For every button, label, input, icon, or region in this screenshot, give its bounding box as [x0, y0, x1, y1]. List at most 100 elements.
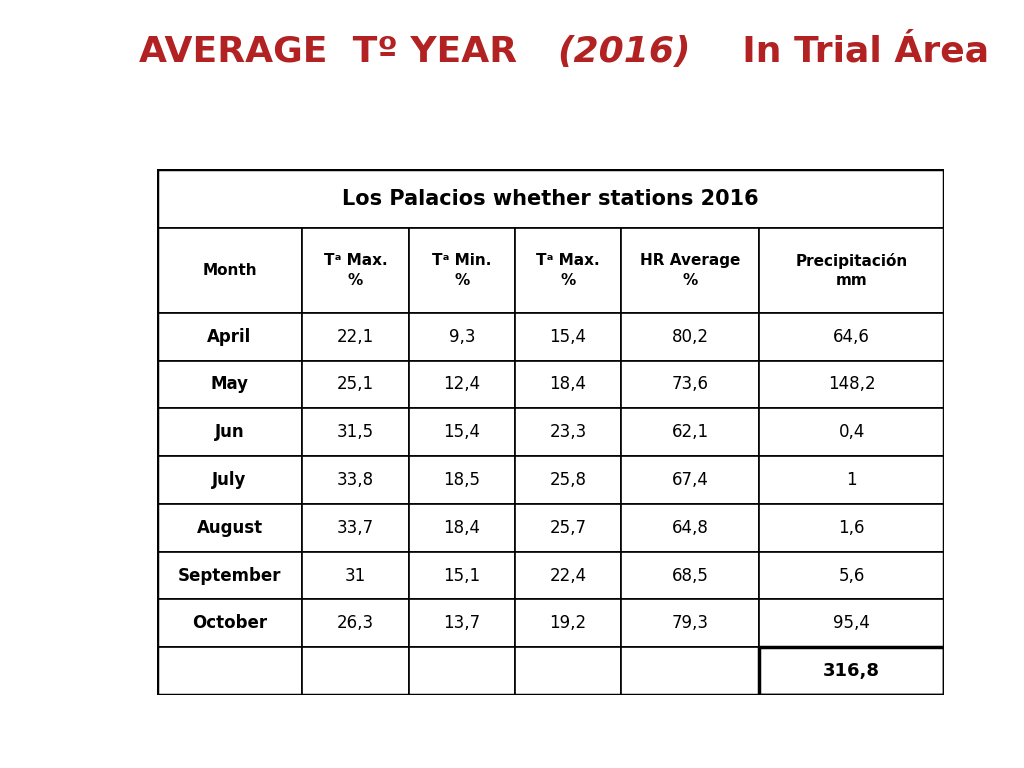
FancyBboxPatch shape [409, 409, 515, 456]
FancyBboxPatch shape [409, 504, 515, 551]
FancyBboxPatch shape [302, 313, 409, 361]
Text: 25,1: 25,1 [337, 376, 374, 393]
FancyBboxPatch shape [759, 504, 944, 551]
FancyBboxPatch shape [302, 361, 409, 409]
FancyBboxPatch shape [515, 647, 622, 695]
Text: 33,7: 33,7 [337, 519, 374, 537]
Text: 31: 31 [345, 567, 367, 584]
Text: April: April [208, 328, 252, 346]
FancyBboxPatch shape [302, 551, 409, 600]
FancyBboxPatch shape [759, 600, 944, 647]
Text: Precipitación
mm: Precipitación mm [796, 253, 907, 288]
Text: 19,2: 19,2 [550, 614, 587, 632]
FancyBboxPatch shape [759, 409, 944, 456]
FancyBboxPatch shape [157, 409, 302, 456]
Text: August: August [197, 519, 262, 537]
Text: Tᵃ Max.
%: Tᵃ Max. % [324, 253, 387, 288]
FancyBboxPatch shape [515, 228, 622, 313]
FancyBboxPatch shape [759, 313, 944, 361]
Text: 62,1: 62,1 [672, 423, 709, 442]
FancyBboxPatch shape [515, 409, 622, 456]
Text: 9,3: 9,3 [449, 328, 475, 346]
FancyBboxPatch shape [759, 456, 944, 504]
Text: 22,1: 22,1 [337, 328, 374, 346]
Text: 95,4: 95,4 [834, 614, 870, 632]
FancyBboxPatch shape [302, 504, 409, 551]
Text: Los Palacios whether stations 2016: Los Palacios whether stations 2016 [342, 188, 759, 208]
Text: In Trial Área: In Trial Área [717, 35, 989, 69]
Text: 68,5: 68,5 [672, 567, 709, 584]
FancyBboxPatch shape [157, 228, 302, 313]
FancyBboxPatch shape [515, 361, 622, 409]
FancyBboxPatch shape [622, 313, 759, 361]
FancyBboxPatch shape [157, 551, 302, 600]
FancyBboxPatch shape [515, 551, 622, 600]
Text: October: October [191, 614, 267, 632]
FancyBboxPatch shape [759, 647, 944, 695]
FancyBboxPatch shape [409, 647, 515, 695]
FancyBboxPatch shape [157, 456, 302, 504]
Text: 23,3: 23,3 [550, 423, 587, 442]
FancyBboxPatch shape [157, 600, 302, 647]
FancyBboxPatch shape [302, 647, 409, 695]
FancyBboxPatch shape [302, 228, 409, 313]
Text: 33,8: 33,8 [337, 471, 374, 489]
Text: 12,4: 12,4 [443, 376, 480, 393]
Text: 18,4: 18,4 [443, 519, 480, 537]
FancyBboxPatch shape [409, 313, 515, 361]
FancyBboxPatch shape [409, 456, 515, 504]
Text: 0,4: 0,4 [839, 423, 865, 442]
Text: 316,8: 316,8 [823, 662, 880, 680]
Text: Jun: Jun [215, 423, 245, 442]
Text: May: May [211, 376, 249, 393]
FancyBboxPatch shape [622, 361, 759, 409]
Text: HR Average
%: HR Average % [640, 253, 740, 288]
FancyBboxPatch shape [515, 313, 622, 361]
FancyBboxPatch shape [409, 551, 515, 600]
Text: 64,8: 64,8 [672, 519, 709, 537]
Text: Tᵃ Min.
%: Tᵃ Min. % [432, 253, 492, 288]
FancyBboxPatch shape [759, 361, 944, 409]
Text: 64,6: 64,6 [834, 328, 870, 346]
Text: Month: Month [202, 263, 257, 278]
Text: 80,2: 80,2 [672, 328, 709, 346]
Text: 18,5: 18,5 [443, 471, 480, 489]
FancyBboxPatch shape [622, 551, 759, 600]
Text: 15,4: 15,4 [550, 328, 587, 346]
Text: 31,5: 31,5 [337, 423, 374, 442]
Text: 26,3: 26,3 [337, 614, 374, 632]
FancyBboxPatch shape [157, 647, 302, 695]
Text: 15,4: 15,4 [443, 423, 480, 442]
FancyBboxPatch shape [622, 456, 759, 504]
FancyBboxPatch shape [302, 456, 409, 504]
Text: 67,4: 67,4 [672, 471, 709, 489]
FancyBboxPatch shape [622, 228, 759, 313]
FancyBboxPatch shape [302, 409, 409, 456]
Text: 148,2: 148,2 [827, 376, 876, 393]
Text: 22,4: 22,4 [550, 567, 587, 584]
FancyBboxPatch shape [622, 600, 759, 647]
Text: (2016): (2016) [557, 35, 690, 69]
FancyBboxPatch shape [157, 361, 302, 409]
Text: 1: 1 [846, 471, 857, 489]
Text: 18,4: 18,4 [550, 376, 587, 393]
FancyBboxPatch shape [515, 504, 622, 551]
FancyBboxPatch shape [515, 456, 622, 504]
Text: AVERAGE  Tº YEAR: AVERAGE Tº YEAR [138, 35, 529, 69]
Text: 25,8: 25,8 [550, 471, 587, 489]
FancyBboxPatch shape [515, 600, 622, 647]
Text: 25,7: 25,7 [550, 519, 587, 537]
Text: 73,6: 73,6 [672, 376, 709, 393]
FancyBboxPatch shape [759, 551, 944, 600]
FancyBboxPatch shape [157, 313, 302, 361]
FancyBboxPatch shape [622, 409, 759, 456]
FancyBboxPatch shape [409, 228, 515, 313]
FancyBboxPatch shape [157, 504, 302, 551]
FancyBboxPatch shape [302, 600, 409, 647]
FancyBboxPatch shape [622, 647, 759, 695]
Text: July: July [212, 471, 247, 489]
FancyBboxPatch shape [622, 504, 759, 551]
Text: 1,6: 1,6 [839, 519, 865, 537]
FancyBboxPatch shape [759, 228, 944, 313]
FancyBboxPatch shape [157, 169, 944, 228]
